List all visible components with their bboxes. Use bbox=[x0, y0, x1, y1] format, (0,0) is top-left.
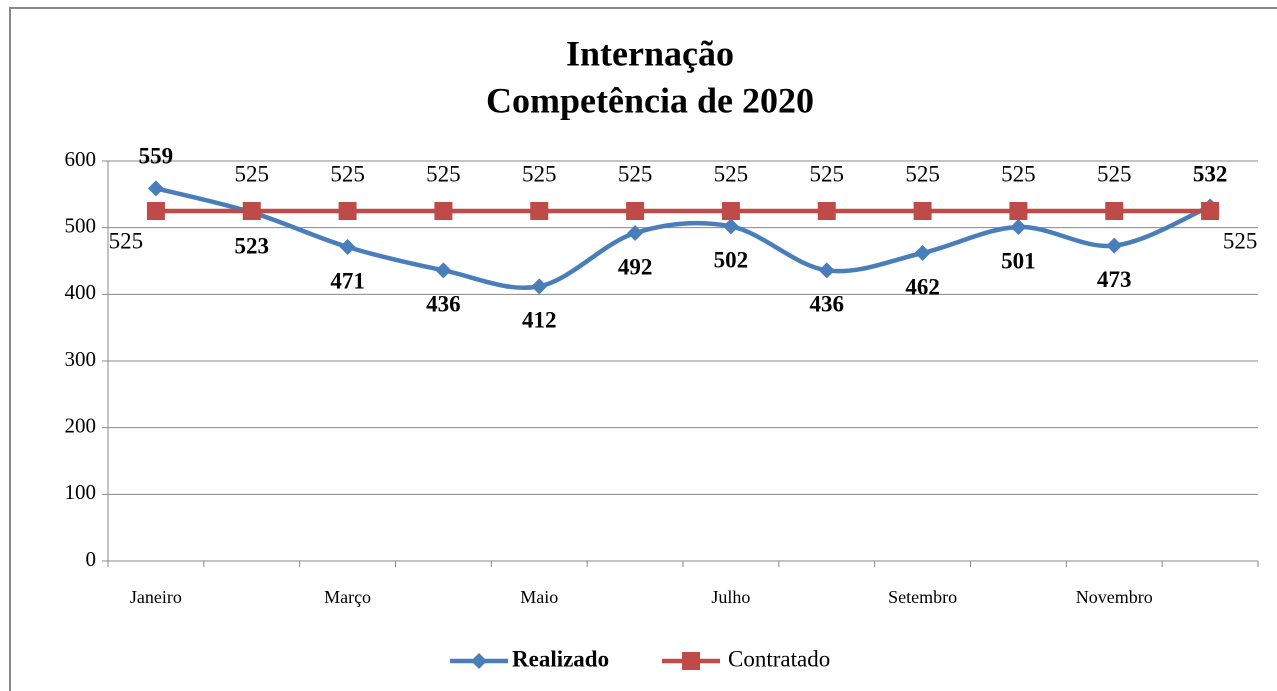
data-label: 525 bbox=[330, 161, 365, 186]
data-label: 501 bbox=[1001, 248, 1036, 273]
marker bbox=[338, 202, 357, 220]
data-label: 436 bbox=[810, 292, 845, 317]
x-tick-label: Julho bbox=[711, 587, 750, 607]
x-tick-label: Março bbox=[324, 587, 371, 607]
data-label: 436 bbox=[426, 292, 461, 317]
data-label: 525 bbox=[618, 161, 653, 186]
x-tick-label: Maio bbox=[520, 587, 558, 607]
data-label: 525 bbox=[522, 161, 557, 186]
y-tick-label: 300 bbox=[65, 347, 97, 371]
legend-marker bbox=[471, 653, 487, 669]
marker bbox=[914, 245, 931, 261]
marker bbox=[1010, 219, 1027, 235]
data-label: 525 bbox=[426, 161, 461, 186]
marker bbox=[627, 225, 644, 241]
marker bbox=[721, 202, 740, 220]
y-tick-label: 0 bbox=[86, 547, 97, 571]
marker bbox=[1105, 202, 1124, 220]
marker bbox=[722, 218, 739, 235]
legend-label: Contratado bbox=[728, 646, 830, 671]
marker bbox=[147, 180, 164, 197]
y-tick-label: 500 bbox=[65, 213, 97, 237]
x-tick-label: Setembro bbox=[888, 587, 957, 607]
y-tick-label: 600 bbox=[65, 147, 97, 171]
marker bbox=[242, 202, 261, 220]
data-label: 525 bbox=[1097, 161, 1132, 186]
data-label: 525 bbox=[714, 161, 749, 186]
marker bbox=[435, 262, 452, 279]
data-label: 473 bbox=[1097, 267, 1132, 292]
data-label: 525 bbox=[235, 161, 270, 186]
data-label: 492 bbox=[618, 254, 653, 279]
data-label: 523 bbox=[235, 234, 270, 259]
x-tick-label: Janeiro bbox=[130, 587, 182, 607]
data-label: 502 bbox=[714, 248, 749, 273]
marker bbox=[339, 239, 356, 255]
data-label: 525 bbox=[1001, 161, 1036, 186]
marker bbox=[530, 202, 549, 220]
marker bbox=[1106, 237, 1123, 254]
data-label: 525 bbox=[1223, 228, 1258, 253]
x-tick-label: Novembro bbox=[1076, 587, 1153, 607]
marker bbox=[434, 202, 453, 220]
data-label: 412 bbox=[522, 308, 557, 333]
y-tick-label: 100 bbox=[65, 480, 97, 504]
y-tick-label: 200 bbox=[65, 413, 97, 437]
marker bbox=[1009, 202, 1028, 220]
marker bbox=[1201, 202, 1220, 220]
data-label: 525 bbox=[905, 161, 940, 186]
marker bbox=[626, 202, 645, 220]
data-label: 525 bbox=[109, 228, 144, 253]
marker bbox=[146, 202, 165, 220]
marker bbox=[913, 202, 932, 220]
data-label: 471 bbox=[330, 268, 365, 293]
marker bbox=[817, 202, 836, 220]
y-tick-label: 400 bbox=[65, 280, 97, 304]
chart-title: Competência de 2020 bbox=[486, 80, 814, 120]
data-label: 559 bbox=[139, 144, 174, 169]
legend-label: Realizado bbox=[512, 646, 609, 671]
chart-border bbox=[9, 7, 1277, 691]
marker bbox=[818, 262, 835, 279]
data-label: 462 bbox=[905, 274, 940, 299]
legend-marker bbox=[682, 652, 700, 670]
data-label: 525 bbox=[810, 161, 845, 186]
data-label: 532 bbox=[1193, 162, 1228, 187]
marker bbox=[531, 278, 548, 295]
chart-title: Internação bbox=[566, 33, 734, 73]
